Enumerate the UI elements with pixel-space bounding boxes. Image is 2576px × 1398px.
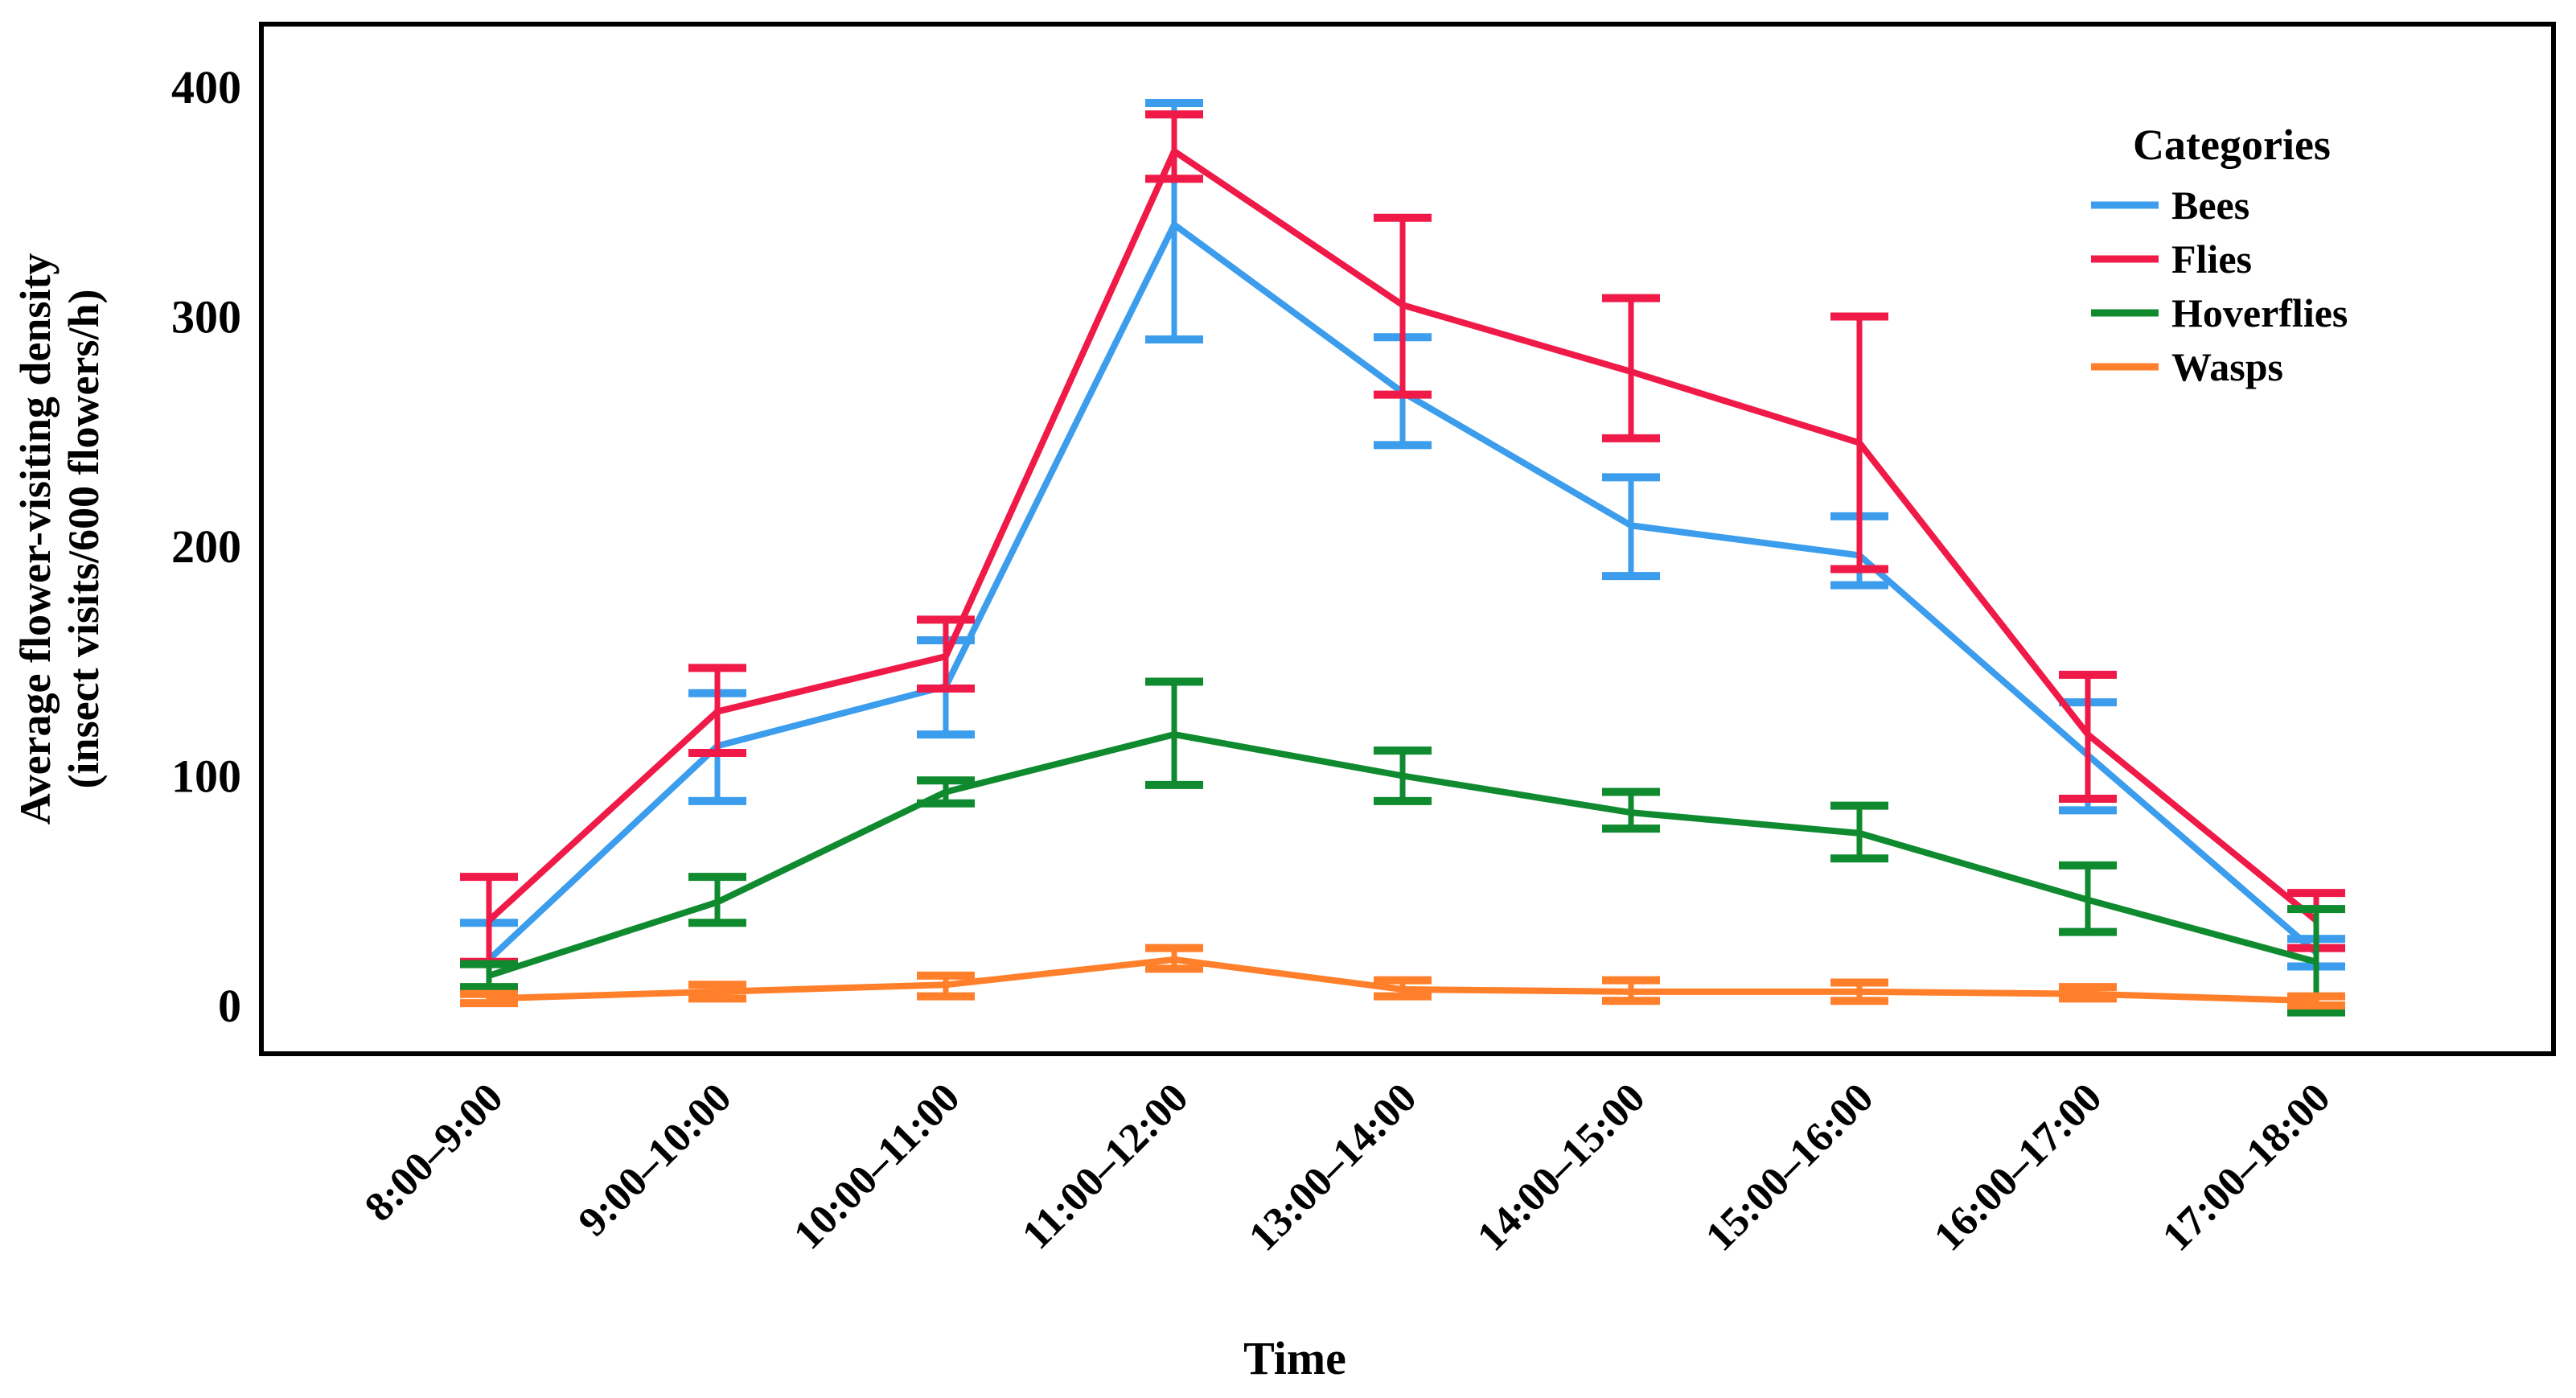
legend-label: Bees: [2171, 183, 2249, 228]
x-tick-label: 13:00–14:00: [1240, 1075, 1425, 1260]
plot-frame: [259, 22, 2556, 1056]
legend-title: Categories: [2133, 121, 2331, 169]
legend-label: Wasps: [2171, 344, 2283, 389]
legend-item-wasps: Wasps: [2091, 344, 2283, 389]
series-flies: [460, 110, 2345, 966]
series-hoverflies: [460, 677, 2345, 1017]
legend-label: Flies: [2171, 236, 2252, 282]
x-tick-label: 16:00–17:00: [1925, 1075, 2110, 1260]
y-tick-label: 100: [171, 750, 241, 803]
y-tick-label: 200: [171, 520, 241, 573]
x-tick-label: 15:00–16:00: [1697, 1075, 1882, 1260]
y-axis-title-line2: (insect visits/600 flowers/h): [60, 290, 108, 789]
legend-item-bees: Bees: [2091, 183, 2249, 228]
x-tick-label: 14:00–15:00: [1469, 1075, 1654, 1260]
y-tick-label: 300: [171, 291, 241, 343]
legend-label: Hoverflies: [2171, 290, 2348, 335]
x-tick-label: 10:00–11:00: [785, 1075, 968, 1258]
x-tick-label: 9:00–10:00: [570, 1075, 741, 1245]
series-line: [487, 146, 2319, 923]
x-tick-label: 17:00–18:00: [2154, 1075, 2339, 1260]
series-line: [487, 731, 2318, 979]
y-axis-title-line1: Average flower-visiting density: [11, 253, 60, 825]
legend-item-hoverflies: Hoverflies: [2091, 290, 2348, 335]
x-tick-label: 8:00–9:00: [356, 1075, 512, 1230]
series-wasps: [460, 944, 2345, 1009]
chart-content: 0 100 200 300 400 8:00–9:00 9:00–10:00 10:00–11…: [171, 61, 2348, 1260]
x-tick-label: 11:00–12:00: [1013, 1075, 1197, 1258]
x-axis-title: Time: [1243, 1332, 1346, 1384]
series-line: [488, 956, 2317, 1005]
legend-item-flies: Flies: [2091, 236, 2252, 282]
y-tick-label: 400: [171, 61, 241, 113]
y-tick-label: 0: [218, 980, 241, 1032]
